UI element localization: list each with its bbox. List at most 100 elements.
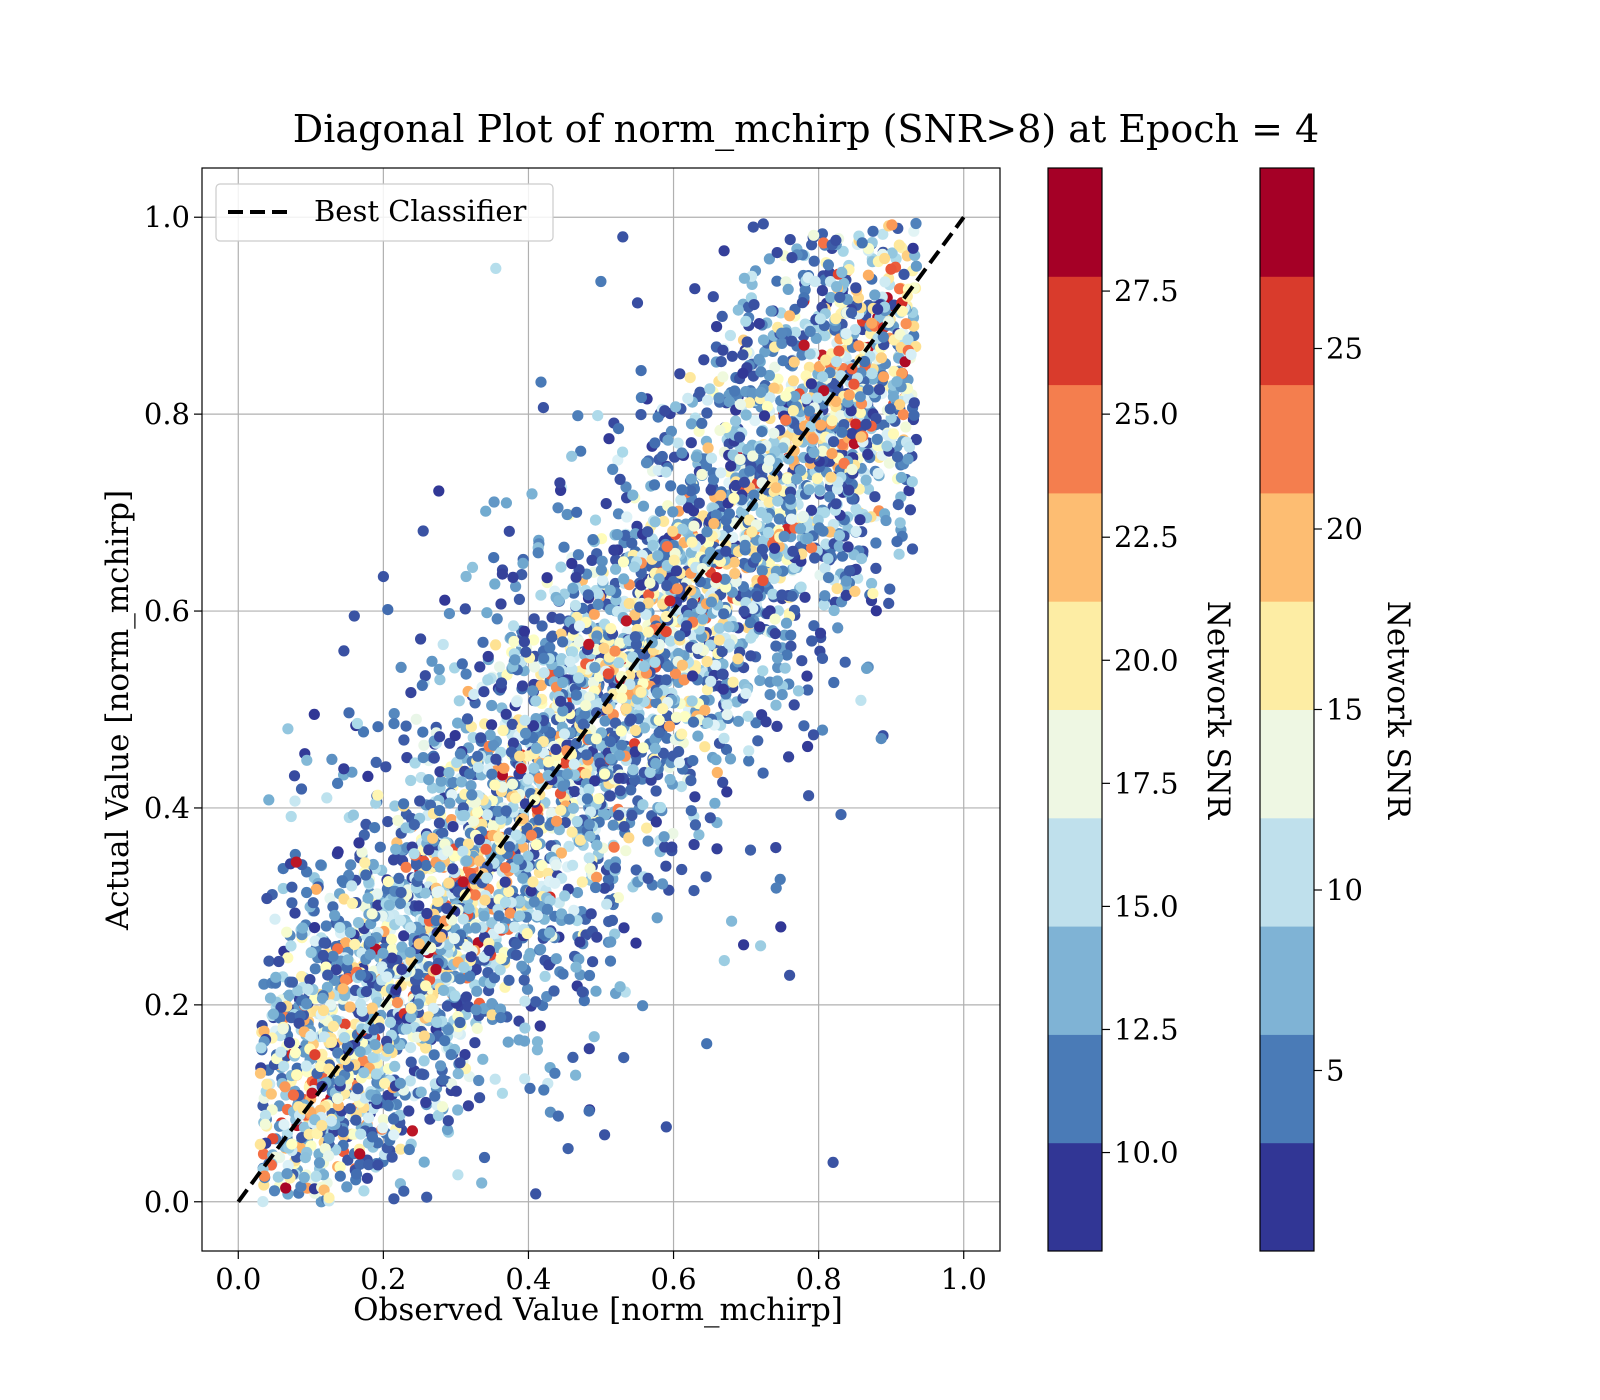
scatter-point xyxy=(849,585,861,598)
scatter-point xyxy=(616,692,628,704)
scatter-point xyxy=(414,795,426,807)
scatter-point xyxy=(424,799,437,811)
scatter-point xyxy=(332,777,344,790)
scatter-point xyxy=(788,356,800,368)
scatter-point xyxy=(649,516,661,528)
scatter-point xyxy=(405,1002,417,1014)
scatter-point xyxy=(494,1003,507,1015)
scatter-point xyxy=(499,896,512,909)
scatter-point xyxy=(869,491,881,503)
scatter-point xyxy=(814,313,827,325)
scatter-point xyxy=(355,1128,367,1140)
scatter-point xyxy=(420,1096,432,1109)
scatter-point xyxy=(530,1188,542,1200)
scatter-point xyxy=(377,571,389,583)
scatter-point xyxy=(562,1143,574,1155)
scatter-point xyxy=(514,750,526,762)
scatter-point xyxy=(613,749,626,761)
scatter-point xyxy=(301,754,313,766)
scatter-point xyxy=(374,841,386,853)
scatter-point xyxy=(510,938,523,950)
scatter-point xyxy=(406,1125,418,1137)
scatter-point xyxy=(286,976,298,988)
scatter-point xyxy=(388,708,400,720)
scatter-point xyxy=(649,742,661,755)
scatter-point xyxy=(744,465,756,477)
scatter-point xyxy=(796,655,808,667)
scatter-point xyxy=(870,537,882,549)
scatter-point xyxy=(352,1083,364,1095)
scatter-point xyxy=(550,743,562,756)
scatter-point xyxy=(586,554,598,567)
scatter-point xyxy=(652,550,664,562)
scatter-point xyxy=(461,713,474,725)
scatter-point xyxy=(661,580,673,592)
scatter-point xyxy=(394,1077,406,1089)
scatter-point xyxy=(574,936,586,948)
scatter-point xyxy=(568,758,580,770)
scatter-point xyxy=(732,653,744,665)
scatter-point xyxy=(613,809,625,821)
scatter-point xyxy=(574,834,587,846)
scatter-point xyxy=(665,480,677,492)
scatter-point xyxy=(871,433,883,445)
scatter-point xyxy=(614,473,626,485)
scatter-point xyxy=(604,736,616,748)
scatter-point xyxy=(803,361,816,373)
scatter-point xyxy=(773,513,785,525)
scatter-point xyxy=(362,770,374,783)
scatter-point xyxy=(489,578,501,590)
scatter-point xyxy=(826,448,838,460)
scatter-point xyxy=(510,829,522,841)
scatter-point xyxy=(819,330,831,342)
scatter-point xyxy=(437,1074,449,1086)
scatter-point xyxy=(672,437,684,449)
scatter-point xyxy=(530,839,543,851)
legend[interactable]: Best Classifier xyxy=(215,183,554,242)
scatter-point xyxy=(748,489,760,501)
scatter-point xyxy=(521,927,533,940)
scatter-point xyxy=(672,647,685,660)
scatter-point xyxy=(887,428,900,440)
scatter-point xyxy=(737,349,749,361)
scatter-point xyxy=(517,557,529,570)
scatter-point xyxy=(522,773,535,785)
scatter-point xyxy=(701,717,714,729)
colorbar-tick-label: 22.5 xyxy=(1114,520,1179,554)
scatter-point xyxy=(377,1114,389,1126)
scatter-point xyxy=(685,473,697,485)
scatter-point xyxy=(380,761,392,773)
scatter-point xyxy=(900,318,912,330)
scatter-point xyxy=(840,575,853,587)
scatter-point xyxy=(350,1168,363,1180)
scatter-point xyxy=(541,903,554,915)
scatter-point xyxy=(776,337,788,349)
scatter-point xyxy=(604,955,617,967)
scatter-point xyxy=(508,921,521,933)
scatter-point xyxy=(330,964,342,976)
scatter-point xyxy=(358,829,370,841)
scatter-point xyxy=(583,1043,595,1055)
scatter-point xyxy=(854,391,866,403)
scatter-point xyxy=(828,436,840,448)
scatter-point xyxy=(421,907,433,920)
scatter-point xyxy=(595,275,607,288)
scatter-point xyxy=(429,1090,441,1102)
scatter-point xyxy=(481,809,493,821)
x-tick-label: 1.0 xyxy=(941,1262,987,1296)
scatter-point xyxy=(506,778,519,790)
scatter-point xyxy=(678,674,690,686)
scatter-point xyxy=(332,1047,344,1059)
scatter-point xyxy=(310,1170,322,1182)
scatter-point xyxy=(309,922,321,934)
scatter-point xyxy=(725,460,737,472)
y-axis-label: Actual Value [norm_mchirp] xyxy=(100,490,136,931)
scatter-point xyxy=(635,409,647,421)
scatter-point xyxy=(613,772,625,784)
scatter-point xyxy=(894,283,906,295)
x-axis-ticks: 0.0 0.2 0.4 0.6 0.8 1.0 xyxy=(215,1251,987,1296)
scatter-point xyxy=(607,819,619,831)
scatter-point xyxy=(434,766,446,778)
scatter-point xyxy=(368,1024,380,1036)
